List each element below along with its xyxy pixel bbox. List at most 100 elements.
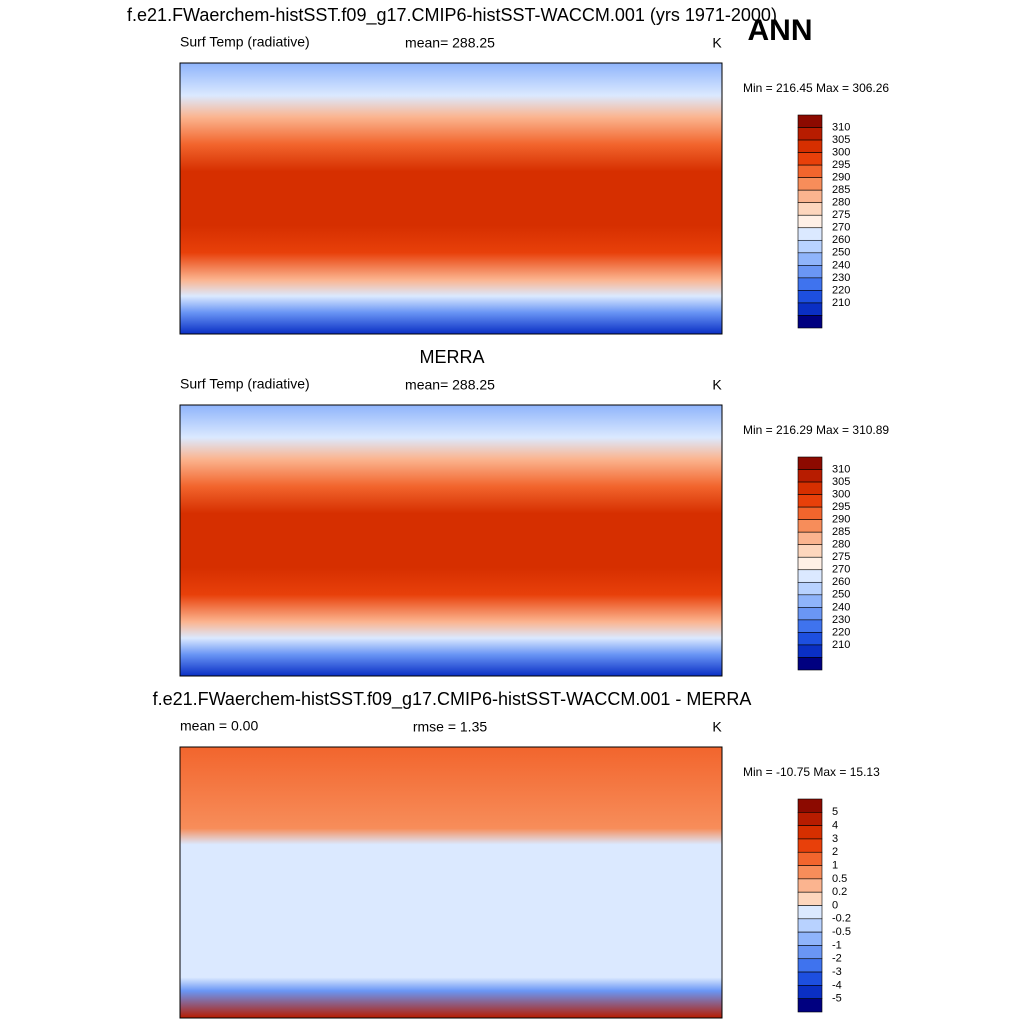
colorbar-box xyxy=(797,851,823,866)
colorbar-box xyxy=(797,519,823,533)
left-label: mean = 0.00 xyxy=(180,718,258,734)
panel-title: MERRA xyxy=(419,347,484,367)
colorbar-box xyxy=(797,164,823,178)
colorbar-box xyxy=(797,619,823,633)
left-label: Surf Temp (radiative) xyxy=(180,376,310,392)
colorbar-label: 240 xyxy=(832,601,850,613)
colorbar-box xyxy=(797,214,823,229)
colorbar-box xyxy=(797,494,823,508)
colorbar-box xyxy=(797,971,823,986)
colorbar-box xyxy=(797,998,823,1013)
colorbar-label: -1 xyxy=(832,939,842,951)
colorbar-box xyxy=(797,657,823,671)
colorbar-box xyxy=(797,202,823,216)
colorbar-label: 310 xyxy=(832,121,850,133)
center-label: rmse = 1.35 xyxy=(413,719,488,735)
colorbar-box xyxy=(797,865,823,880)
colorbar-box xyxy=(797,556,823,571)
colorbar-label: -0.2 xyxy=(832,913,851,925)
panel-title: f.e21.FWaerchem-histSST.f09_g17.CMIP6-hi… xyxy=(127,5,777,26)
colorbar-label: 280 xyxy=(832,197,850,209)
colorbar-box xyxy=(797,315,823,329)
figure-label: ANN xyxy=(748,14,813,47)
units: K xyxy=(712,35,722,51)
colorbar-label: 285 xyxy=(832,526,850,538)
colorbar-box xyxy=(797,581,823,596)
colorbar-label: 295 xyxy=(832,501,850,513)
colorbar-label: -3 xyxy=(832,966,842,978)
colorbar-label: 220 xyxy=(832,626,850,638)
colorbar-box xyxy=(797,569,823,583)
colorbar-label: 250 xyxy=(832,247,850,259)
colorbar-box xyxy=(797,607,823,621)
colorbar-label: 240 xyxy=(832,259,850,271)
center-label: mean= 288.25 xyxy=(405,35,495,51)
colorbar-label: 310 xyxy=(832,463,850,475)
colorbar-label: 300 xyxy=(832,146,850,158)
colorbar-label: 0.5 xyxy=(832,873,847,885)
colorbar-box xyxy=(797,177,823,191)
colorbar-label: -4 xyxy=(832,979,842,991)
colorbar-label: 275 xyxy=(832,209,850,221)
colorbar-box xyxy=(797,985,823,999)
colorbar-label: 250 xyxy=(832,589,850,601)
colorbar-label: 275 xyxy=(832,551,850,563)
colorbar-label: 2 xyxy=(832,846,838,858)
colorbar-label: 285 xyxy=(832,184,850,196)
colorbar-box xyxy=(797,152,823,166)
colorbar-label: 230 xyxy=(832,614,850,626)
colorbar-box xyxy=(797,139,823,153)
colorbar-label: 290 xyxy=(832,514,850,526)
colorbar-label: 3 xyxy=(832,833,838,845)
colorbar-label: 270 xyxy=(832,222,850,234)
colorbar-label: 290 xyxy=(832,172,850,184)
range-text: Min = 216.45 Max = 306.26 xyxy=(743,81,889,95)
colorbar-box xyxy=(797,277,823,291)
units: K xyxy=(712,719,722,735)
colorbar-label: 305 xyxy=(832,134,850,146)
colorbar-box xyxy=(797,114,823,128)
colorbar-box xyxy=(797,945,823,960)
colorbar-box xyxy=(797,838,823,853)
colorbar-box xyxy=(797,918,823,933)
colorbar-box xyxy=(797,469,823,483)
colorbar-label: 300 xyxy=(832,488,850,500)
colorbar-label: 270 xyxy=(832,564,850,576)
colorbar-box xyxy=(797,506,823,520)
colorbar-box xyxy=(797,544,823,558)
colorbar-box xyxy=(797,481,823,495)
center-label: mean= 288.25 xyxy=(405,377,495,393)
colorbar-box xyxy=(797,891,823,906)
left-label: Surf Temp (radiative) xyxy=(180,34,310,50)
colorbar-box xyxy=(797,456,823,470)
panel-title: f.e21.FWaerchem-histSST.f09_g17.CMIP6-hi… xyxy=(153,689,752,710)
colorbar-box xyxy=(797,825,823,840)
range-text: Min = -10.75 Max = 15.13 xyxy=(743,765,880,779)
colorbar-box xyxy=(797,239,823,254)
colorbar-label: 230 xyxy=(832,272,850,284)
range-text: Min = 216.29 Max = 310.89 xyxy=(743,423,889,437)
colorbar-label: 305 xyxy=(832,476,850,488)
colorbar-label: 260 xyxy=(832,576,850,588)
colorbar-box xyxy=(797,958,823,973)
colorbar-box xyxy=(797,905,823,920)
colorbar-box xyxy=(797,878,823,893)
colorbar-label: -2 xyxy=(832,953,842,965)
colorbar-label: 295 xyxy=(832,159,850,171)
colorbar-box xyxy=(797,531,823,546)
colorbar-box xyxy=(797,798,823,813)
colorbar-box xyxy=(797,127,823,141)
colorbar-box xyxy=(797,302,823,316)
colorbar-label: -5 xyxy=(832,993,842,1005)
colorbar-box xyxy=(797,189,823,204)
colorbar-box xyxy=(797,252,823,266)
units: K xyxy=(712,377,722,393)
colorbar-label: 0.2 xyxy=(832,886,847,898)
map xyxy=(179,62,723,335)
map xyxy=(179,746,723,1019)
colorbar-box xyxy=(797,812,823,826)
colorbar-label: 4 xyxy=(832,820,838,832)
colorbar-label: 1 xyxy=(832,859,838,871)
colorbar-box xyxy=(797,594,823,608)
